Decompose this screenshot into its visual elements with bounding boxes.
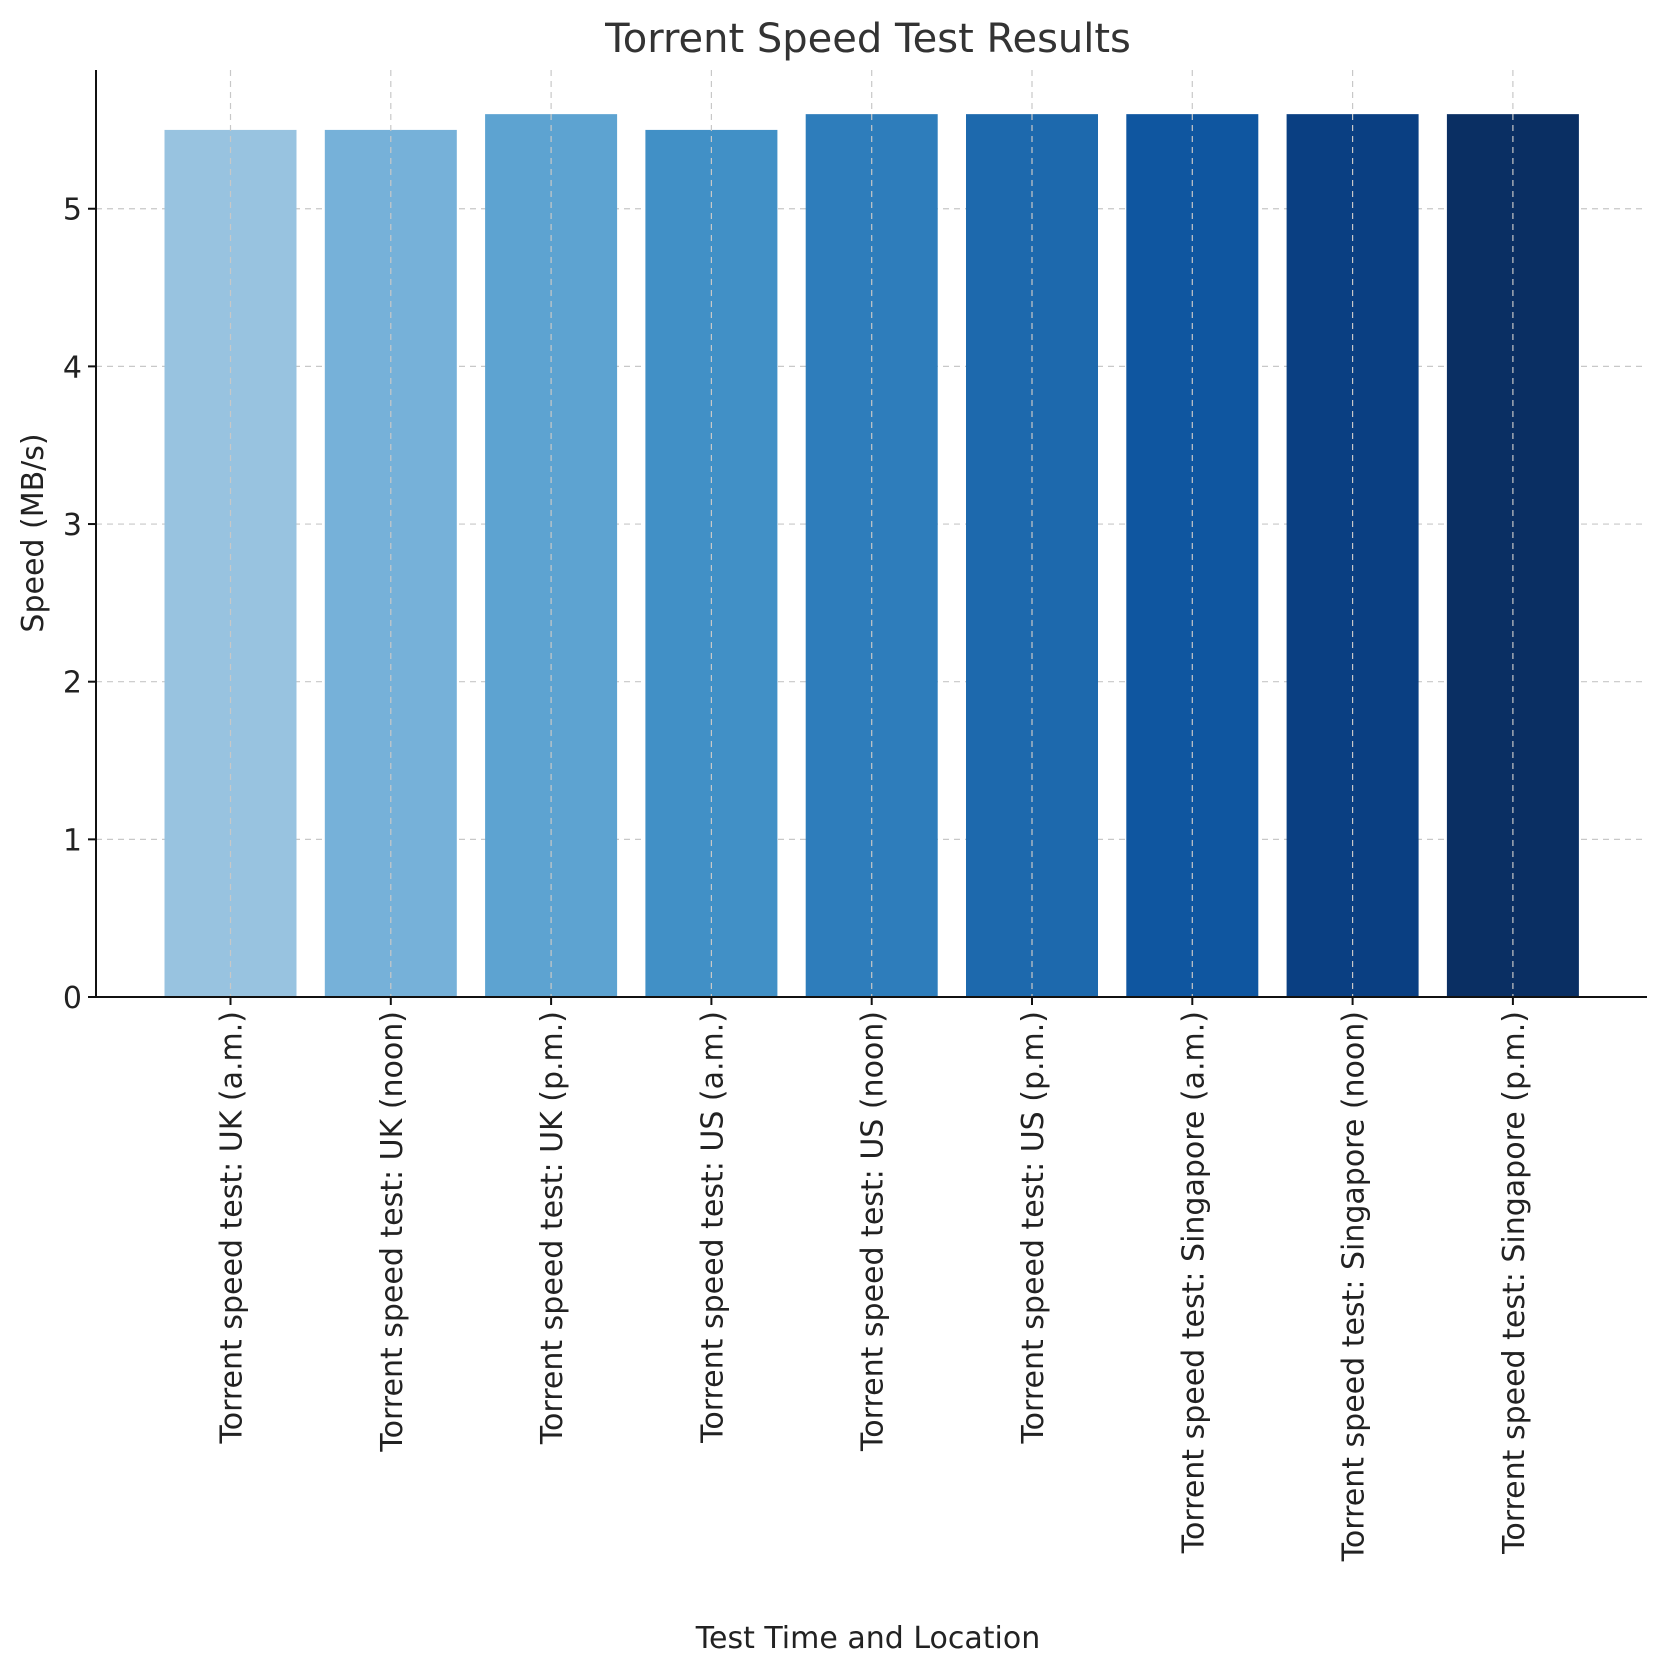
- x-tick-label: Torrent speed test: US (p.m.): [1016, 1011, 1051, 1445]
- x-tick-label: Torrent speed test: UK (noon): [375, 1011, 410, 1453]
- x-tick-label: Torrent speed test: US (noon): [856, 1011, 891, 1452]
- x-tick-label: Torrent speed test: Singapore (a.m.): [1176, 1011, 1211, 1554]
- y-tick-label: 0: [63, 981, 82, 1016]
- y-tick-label: 2: [63, 666, 82, 701]
- x-tick-label: Torrent speed test: Singapore (noon): [1337, 1011, 1372, 1562]
- x-ticks: Torrent speed test: UK (a.m.) Torrent spe…: [215, 997, 1532, 1562]
- x-tick-label: Torrent speed test: US (a.m.): [695, 1011, 730, 1444]
- y-ticks: 0 1 2 3 4 5: [63, 193, 96, 1016]
- y-tick-label: 5: [63, 193, 82, 228]
- y-tick-label: 3: [63, 508, 82, 543]
- x-tick-label: Torrent speed test: Singapore (p.m.): [1497, 1011, 1532, 1555]
- x-tick-label: Torrent speed test: UK (p.m.): [535, 1011, 570, 1445]
- y-axis-label: Speed (MB/s): [16, 433, 51, 632]
- x-tick-label: Torrent speed test: UK (a.m.): [215, 1011, 250, 1445]
- y-tick-label: 4: [63, 350, 82, 385]
- x-axis-label: Test Time and Location: [695, 1621, 1040, 1656]
- y-tick-label: 1: [63, 823, 82, 858]
- x-grid-lines: [229, 70, 1514, 997]
- chart-title: Torrent Speed Test Results: [604, 16, 1131, 62]
